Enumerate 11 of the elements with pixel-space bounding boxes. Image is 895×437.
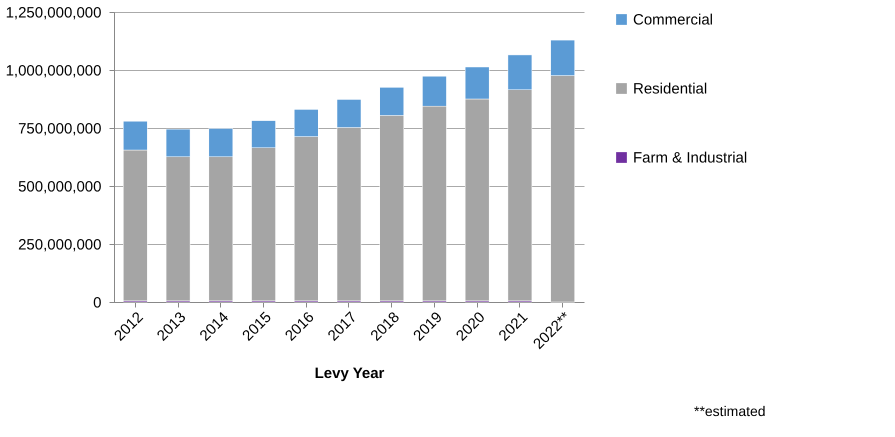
legend-label: Residential (633, 80, 708, 98)
legend-label: Commercial (633, 12, 714, 28)
text: **estimated (694, 403, 766, 419)
y-tick-label: 0 (93, 294, 102, 312)
y-tick-label: 1,250,000,000 (6, 4, 102, 22)
legend-label: Farm & Industrial (633, 150, 748, 166)
y-tick-label: 250,000,000 (18, 236, 102, 254)
y-tick-label: 500,000,000 (18, 178, 102, 196)
x-axis-title: Levy Year (314, 364, 385, 382)
y-tick-label: 1,000,000,000 (6, 62, 102, 80)
y-tick-label: 750,000,000 (18, 120, 102, 138)
